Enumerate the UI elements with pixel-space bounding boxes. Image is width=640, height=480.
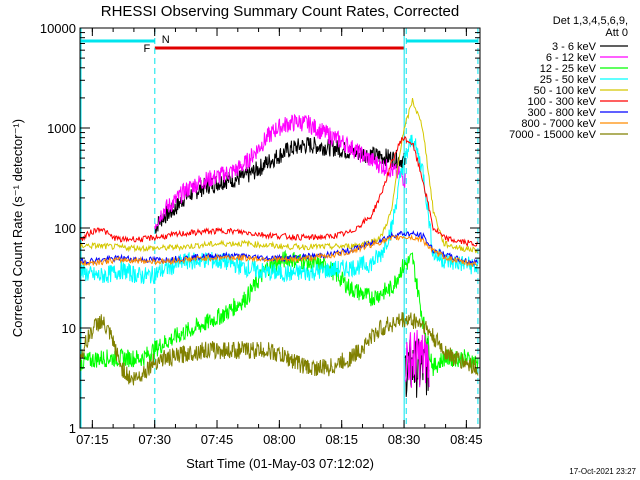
axes: 07:15 07:30 07:45 08:00 08:15 08:30 08:45 1 10 10… bbox=[40, 21, 483, 447]
series-layer bbox=[80, 98, 479, 398]
x-tick-label: 08:45 bbox=[450, 432, 483, 447]
legend-header-line-1: Det 1,3,4,5,6,9, bbox=[553, 15, 628, 27]
y-tick-label: 10000 bbox=[40, 21, 76, 36]
legend-header: Det 1,3,4,5,6,9, Att 0 bbox=[553, 15, 628, 39]
x-tick-label: 08:00 bbox=[263, 432, 296, 447]
series-line bbox=[80, 135, 478, 248]
legend-label: 25 - 50 keV bbox=[540, 74, 597, 86]
y-axis-label: Corrected Count Rate (s⁻¹ detector⁻¹) bbox=[10, 119, 25, 337]
x-tick-label: 08:15 bbox=[325, 432, 358, 447]
series-line bbox=[80, 249, 479, 377]
y-tick-label: 1 bbox=[69, 421, 76, 436]
series-line bbox=[80, 134, 479, 285]
series-line bbox=[80, 229, 478, 267]
series-line-segment bbox=[404, 329, 430, 388]
legend-label: 6 - 12 keV bbox=[546, 52, 597, 64]
x-tick-label: 07:45 bbox=[201, 432, 234, 447]
series-line bbox=[80, 98, 478, 254]
x-tick-label: 07:30 bbox=[138, 432, 171, 447]
x-tick-label: 07:15 bbox=[76, 432, 109, 447]
footer-date: 17-Oct-2021 23:27 bbox=[569, 467, 636, 476]
night-label: N bbox=[162, 34, 170, 46]
legend-label: 12 - 25 keV bbox=[540, 63, 597, 75]
y-tick-label: 10 bbox=[62, 321, 76, 336]
legend-label: 300 - 800 keV bbox=[528, 107, 597, 119]
legend-label: 3 - 6 keV bbox=[552, 41, 597, 53]
series-line bbox=[154, 113, 406, 230]
chart-title: RHESSI Observing Summary Count Rates, Co… bbox=[101, 3, 459, 20]
flare-label: F bbox=[143, 43, 150, 55]
y-tick-label: 100 bbox=[54, 221, 76, 236]
legend-label: 50 - 100 keV bbox=[534, 85, 597, 97]
series-line bbox=[80, 312, 479, 386]
legend-header-line-2: Att 0 bbox=[605, 27, 628, 39]
series-line bbox=[154, 136, 406, 234]
legend-label: 100 - 300 keV bbox=[528, 96, 597, 108]
y-tick-label: 1000 bbox=[47, 121, 76, 136]
legend-label: 800 - 7000 keV bbox=[521, 118, 596, 130]
x-tick-label: 08:30 bbox=[388, 432, 421, 447]
legend-label: 7000 - 15000 keV bbox=[509, 129, 597, 141]
x-axis-label: Start Time (01-May-03 07:12:02) bbox=[186, 456, 374, 471]
series-line bbox=[80, 233, 478, 267]
